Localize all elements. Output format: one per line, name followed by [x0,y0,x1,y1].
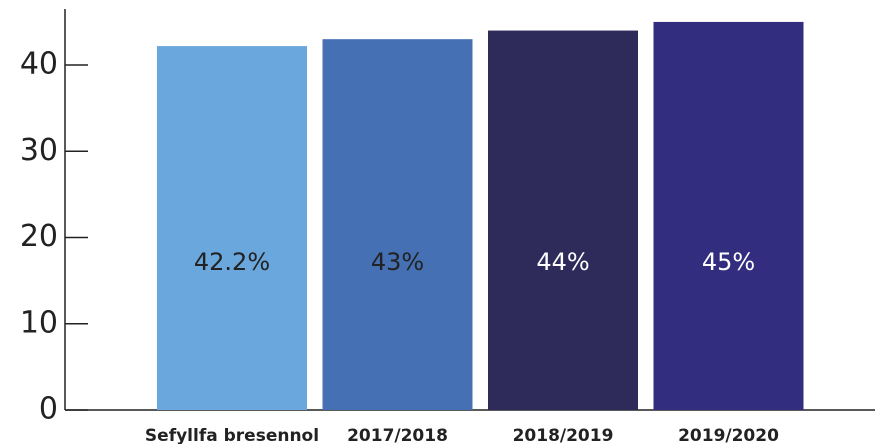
x-tick-label: 2019/2020 [678,426,779,444]
y-tick-label: 20 [20,219,58,254]
x-tick-label: 2017/2018 [347,426,448,444]
value-label: 43% [371,248,424,276]
y-tick-label: 40 [20,47,58,82]
value-label: 44% [536,248,589,276]
bar [322,39,473,410]
x-tick-label: Sefyllfa bresennol [145,426,319,444]
x-tick-label: 2018/2019 [513,426,614,444]
bar [157,46,307,410]
value-label: 45% [702,248,755,276]
y-tick-label: 10 [20,305,58,340]
value-label: 42.2% [194,248,270,276]
bar [653,21,804,410]
bar [488,30,638,410]
y-tick-label: 0 [39,392,58,427]
y-tick-label: 30 [20,133,58,168]
